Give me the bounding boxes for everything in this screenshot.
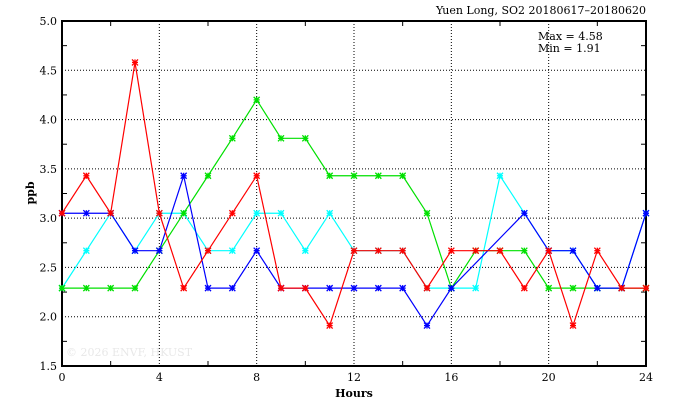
data-point-red bbox=[496, 247, 504, 255]
x-tick-label: 20 bbox=[542, 371, 556, 384]
plot-frame bbox=[61, 20, 647, 367]
data-point-green bbox=[350, 172, 358, 180]
x-tick-label: 24 bbox=[639, 371, 653, 384]
data-point-green bbox=[423, 209, 431, 217]
watermark: © 2026 ENVF, HKUST bbox=[66, 346, 193, 359]
data-point-green bbox=[253, 96, 261, 104]
data-point-green bbox=[58, 284, 66, 292]
data-point-green bbox=[204, 172, 212, 180]
data-point-red bbox=[642, 284, 650, 292]
data-point-red bbox=[545, 247, 553, 255]
data-point-cyan bbox=[301, 247, 309, 255]
data-point-cyan bbox=[253, 209, 261, 217]
data-point-red bbox=[228, 209, 236, 217]
data-point-red bbox=[399, 247, 407, 255]
y-tick-label: 2.0 bbox=[40, 311, 58, 324]
min-annotation: Min = 1.91 bbox=[538, 42, 601, 55]
data-point-red bbox=[301, 284, 309, 292]
y-axis-label: ppb bbox=[24, 181, 37, 204]
data-point-green bbox=[301, 134, 309, 142]
data-point-red bbox=[82, 172, 90, 180]
data-point-red bbox=[618, 284, 626, 292]
y-tick-label: 5.0 bbox=[40, 15, 58, 28]
data-point-blue bbox=[204, 284, 212, 292]
data-point-green bbox=[520, 247, 528, 255]
data-point-red bbox=[520, 284, 528, 292]
max-annotation: Max = 4.58 bbox=[538, 30, 603, 43]
data-point-red bbox=[180, 284, 188, 292]
data-point-blue bbox=[155, 247, 163, 255]
data-point-blue bbox=[374, 284, 382, 292]
data-point-green bbox=[277, 134, 285, 142]
data-point-red bbox=[253, 172, 261, 180]
data-point-blue bbox=[131, 247, 139, 255]
data-point-red bbox=[58, 209, 66, 217]
data-point-cyan bbox=[472, 284, 480, 292]
data-point-green bbox=[107, 284, 115, 292]
data-point-blue bbox=[180, 172, 188, 180]
data-point-green bbox=[545, 284, 553, 292]
data-point-green bbox=[228, 134, 236, 142]
data-point-green bbox=[569, 284, 577, 292]
data-point-red bbox=[374, 247, 382, 255]
y-tick-label: 4.0 bbox=[40, 114, 58, 127]
data-point-red bbox=[204, 247, 212, 255]
x-tick-label: 16 bbox=[444, 371, 458, 384]
data-point-blue bbox=[447, 284, 455, 292]
data-point-red bbox=[326, 322, 334, 330]
data-point-green bbox=[82, 284, 90, 292]
data-point-blue bbox=[82, 209, 90, 217]
chart-title: Yuen Long, SO2 20180617–20180620 bbox=[435, 4, 646, 17]
y-tick-label: 3.5 bbox=[40, 163, 58, 176]
y-tick-label: 4.5 bbox=[40, 64, 58, 77]
x-tick-label: 0 bbox=[59, 371, 66, 384]
data-point-red bbox=[107, 209, 115, 217]
data-point-green bbox=[374, 172, 382, 180]
data-point-blue bbox=[520, 209, 528, 217]
data-point-red bbox=[277, 284, 285, 292]
data-point-cyan bbox=[277, 209, 285, 217]
data-point-cyan bbox=[496, 172, 504, 180]
data-point-blue bbox=[642, 209, 650, 217]
data-point-red bbox=[350, 247, 358, 255]
data-point-blue bbox=[228, 284, 236, 292]
y-tick-label: 2.5 bbox=[40, 261, 58, 274]
data-point-cyan bbox=[228, 247, 236, 255]
data-point-cyan bbox=[326, 209, 334, 217]
data-point-red bbox=[423, 284, 431, 292]
data-point-blue bbox=[423, 322, 431, 330]
data-point-red bbox=[569, 322, 577, 330]
data-point-red bbox=[155, 209, 163, 217]
data-point-blue bbox=[593, 284, 601, 292]
data-point-red bbox=[472, 247, 480, 255]
y-tick-label: 3.0 bbox=[40, 212, 58, 225]
data-point-green bbox=[399, 172, 407, 180]
x-tick-label: 12 bbox=[347, 371, 361, 384]
series-line-green bbox=[62, 98, 646, 290]
x-tick-label: 4 bbox=[156, 371, 163, 384]
data-point-green bbox=[326, 172, 334, 180]
data-point-blue bbox=[569, 247, 577, 255]
data-point-blue bbox=[253, 247, 261, 255]
x-axis-label: Hours bbox=[335, 387, 373, 400]
x-tick-label: 8 bbox=[253, 371, 260, 384]
data-point-red bbox=[593, 247, 601, 255]
data-point-red bbox=[447, 247, 455, 255]
y-tick-label: 1.5 bbox=[40, 360, 58, 373]
data-point-green bbox=[180, 209, 188, 217]
data-point-cyan bbox=[82, 247, 90, 255]
data-point-green bbox=[131, 284, 139, 292]
data-point-blue bbox=[399, 284, 407, 292]
data-point-blue bbox=[326, 284, 334, 292]
data-point-blue bbox=[350, 284, 358, 292]
data-point-red bbox=[131, 58, 139, 66]
